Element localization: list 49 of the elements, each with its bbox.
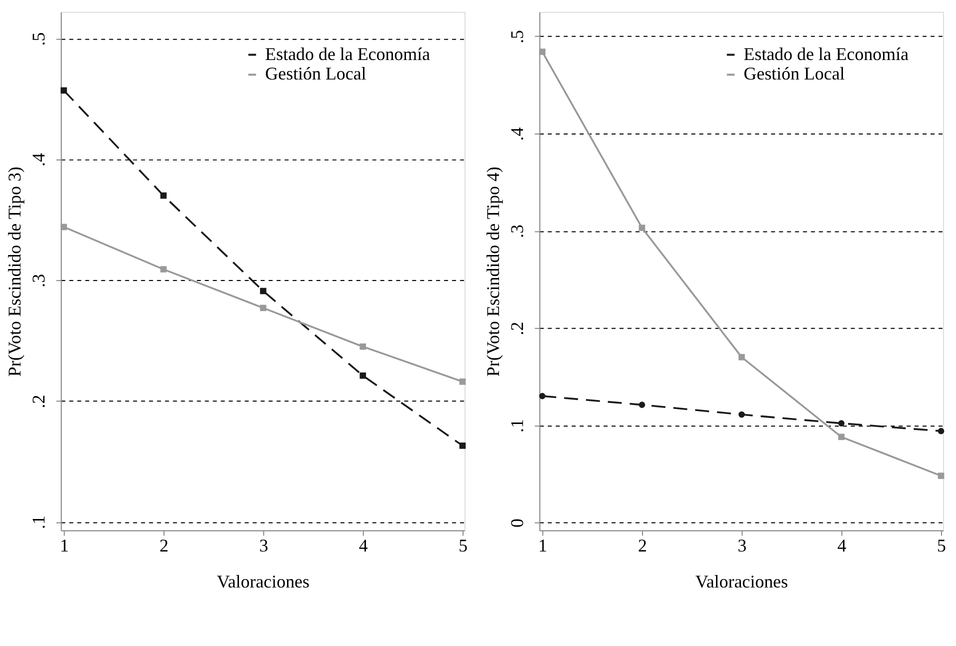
x-axis-title: Valoraciones: [695, 572, 788, 592]
x-axis-title: Valoraciones: [216, 572, 310, 592]
x-tick-label: 1: [538, 536, 548, 556]
y-tick-label: .3: [28, 274, 48, 288]
x-tick-label: 3: [738, 536, 747, 556]
x-tick-label: 5: [937, 536, 946, 556]
y-tick-label: .1: [506, 419, 527, 432]
x-tick-label: 4: [358, 536, 368, 556]
y-tick-label: .2: [506, 322, 527, 336]
legend-label: Estado de la Economía: [744, 44, 909, 64]
y-tick-label: .4: [28, 153, 48, 167]
y-tick-label: .3: [506, 224, 527, 238]
point: [838, 420, 845, 426]
point: [539, 48, 546, 55]
x-tick-label: 4: [837, 536, 846, 556]
point: [459, 378, 466, 385]
legend-label: Gestión Local: [265, 64, 366, 84]
x-tick-label: 2: [160, 536, 168, 556]
point: [738, 411, 745, 418]
y-tick-label: 0: [506, 518, 527, 528]
x-tick-label: 3: [259, 536, 268, 556]
y-tick-label: .5: [28, 32, 48, 46]
point: [260, 304, 266, 312]
point: [638, 402, 646, 408]
point: [459, 442, 466, 449]
y-axis-title: Pr(Voto Escindido de Tipo 3): [4, 166, 24, 377]
y-tick-label: .4: [506, 127, 527, 141]
point: [260, 288, 266, 294]
y-axis-title: Pr(Voto Escindido de Tipo 4): [482, 166, 503, 377]
y-tick-label: .1: [28, 516, 48, 530]
x-tick-label: 1: [60, 536, 69, 556]
legend-label: Gestión Local: [744, 64, 845, 84]
point: [360, 343, 366, 350]
point: [539, 392, 546, 400]
y-tick-label: .2: [28, 394, 48, 408]
point: [638, 224, 646, 231]
point: [60, 87, 67, 94]
point: [160, 192, 167, 199]
point: [60, 224, 67, 230]
point: [360, 372, 366, 379]
point: [938, 472, 944, 479]
legend-label: Estado de la Economía: [265, 44, 430, 64]
point: [938, 428, 944, 434]
x-tick-label: 5: [458, 536, 468, 556]
y-tick-label: .5: [506, 30, 527, 44]
x-tick-label: 2: [638, 536, 647, 556]
point: [838, 434, 845, 440]
point: [160, 266, 167, 272]
point: [738, 354, 745, 360]
